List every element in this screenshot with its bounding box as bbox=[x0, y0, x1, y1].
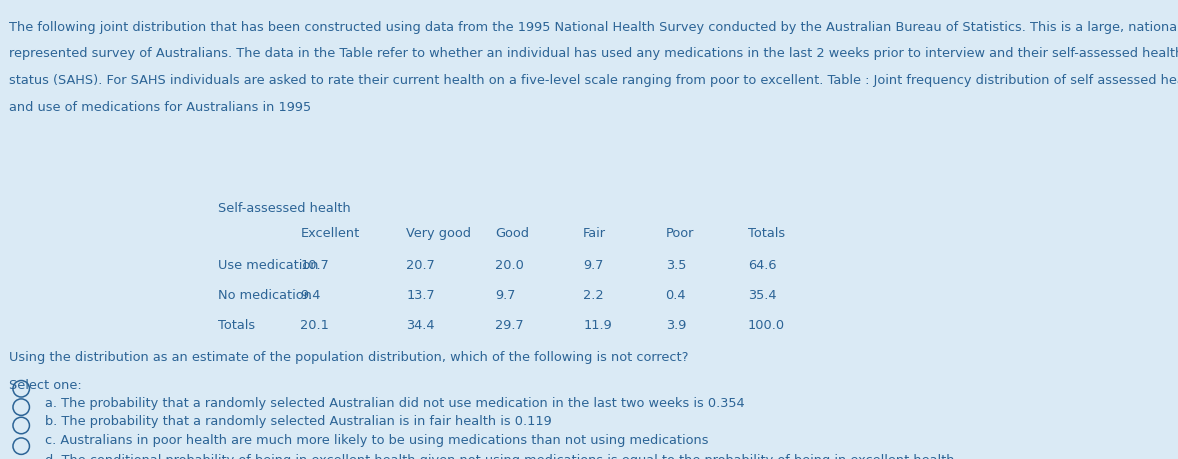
Text: 100.0: 100.0 bbox=[748, 319, 786, 332]
Text: Using the distribution as an estimate of the population distribution, which of t: Using the distribution as an estimate of… bbox=[9, 351, 689, 364]
Text: 20.0: 20.0 bbox=[495, 259, 524, 272]
Text: Very good: Very good bbox=[406, 227, 471, 240]
Text: status (SAHS). For SAHS individuals are asked to rate their current health on a : status (SAHS). For SAHS individuals are … bbox=[9, 74, 1178, 87]
Text: No medication: No medication bbox=[218, 289, 312, 302]
Text: Excellent: Excellent bbox=[300, 227, 359, 240]
Text: 9.7: 9.7 bbox=[495, 289, 515, 302]
Text: The following joint distribution that has been constructed using data from the 1: The following joint distribution that ha… bbox=[9, 21, 1178, 34]
Text: 13.7: 13.7 bbox=[406, 289, 435, 302]
Text: Fair: Fair bbox=[583, 227, 607, 240]
Text: Totals: Totals bbox=[218, 319, 256, 332]
Text: Totals: Totals bbox=[748, 227, 786, 240]
Text: 34.4: 34.4 bbox=[406, 319, 435, 332]
Text: d. The conditional probability of being in excellent health given not using medi: d. The conditional probability of being … bbox=[45, 454, 959, 459]
Text: 2.2: 2.2 bbox=[583, 289, 604, 302]
Text: 0.4: 0.4 bbox=[666, 289, 686, 302]
Text: 20.7: 20.7 bbox=[406, 259, 435, 272]
Text: and use of medications for Australians in 1995: and use of medications for Australians i… bbox=[9, 101, 311, 113]
Text: 11.9: 11.9 bbox=[583, 319, 611, 332]
Text: Self-assessed health: Self-assessed health bbox=[218, 202, 351, 215]
Text: 64.6: 64.6 bbox=[748, 259, 776, 272]
Text: a. The probability that a randomly selected Australian did not use medication in: a. The probability that a randomly selec… bbox=[45, 397, 744, 410]
Text: 3.9: 3.9 bbox=[666, 319, 686, 332]
Text: 9.7: 9.7 bbox=[583, 259, 603, 272]
Text: represented survey of Australians. The data in the Table refer to whether an ind: represented survey of Australians. The d… bbox=[9, 47, 1178, 60]
Text: Poor: Poor bbox=[666, 227, 694, 240]
Text: Use medication: Use medication bbox=[218, 259, 318, 272]
Text: c. Australians in poor health are much more likely to be using medications than : c. Australians in poor health are much m… bbox=[45, 434, 708, 447]
Text: 3.5: 3.5 bbox=[666, 259, 686, 272]
Text: 9.4: 9.4 bbox=[300, 289, 320, 302]
Text: Good: Good bbox=[495, 227, 529, 240]
Text: 20.1: 20.1 bbox=[300, 319, 330, 332]
Text: 29.7: 29.7 bbox=[495, 319, 523, 332]
Text: 10.7: 10.7 bbox=[300, 259, 329, 272]
Text: 35.4: 35.4 bbox=[748, 289, 776, 302]
Text: b. The probability that a randomly selected Australian is in fair health is 0.11: b. The probability that a randomly selec… bbox=[45, 415, 551, 428]
Text: Select one:: Select one: bbox=[9, 379, 82, 392]
